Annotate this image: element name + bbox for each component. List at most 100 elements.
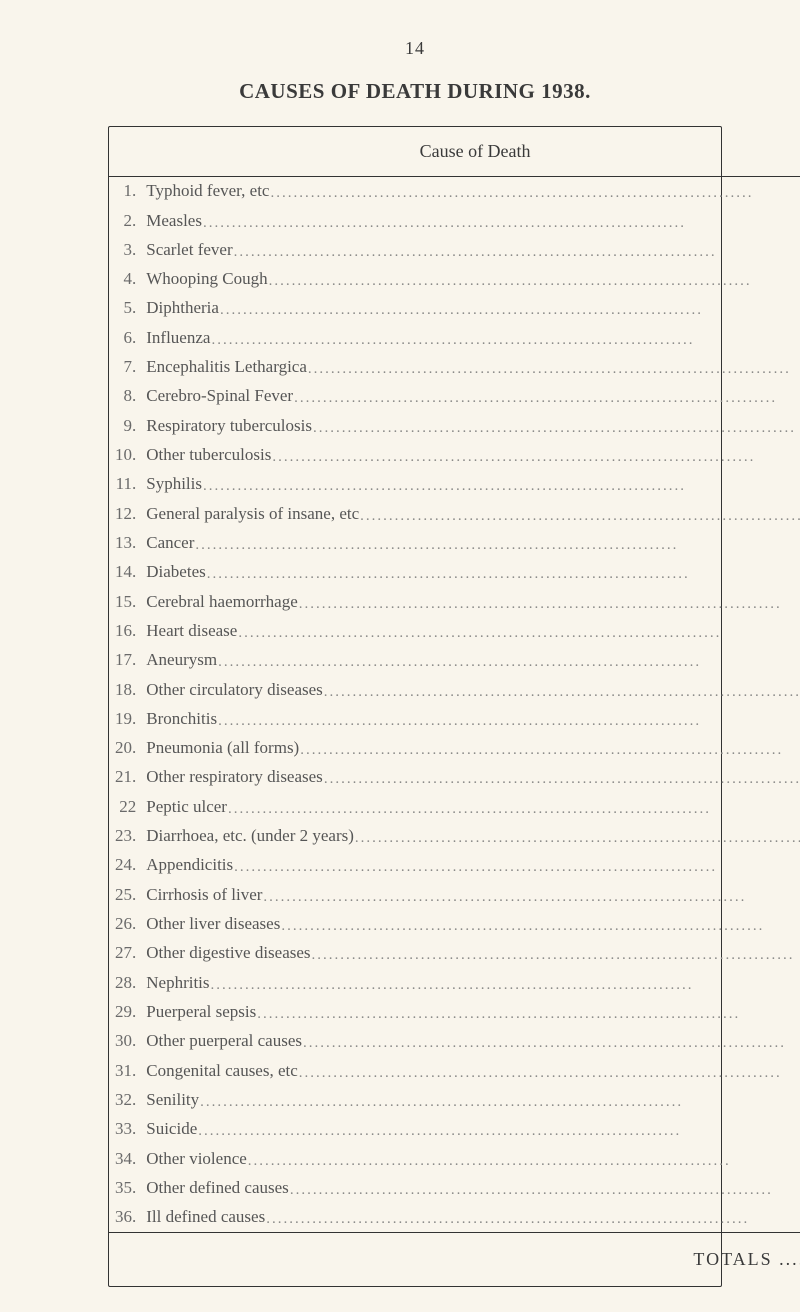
leader-dots: ........................................…	[269, 183, 800, 203]
table-row: 1.Typhoid fever, etc....................…	[109, 177, 800, 207]
leader-dots: ........................................…	[233, 857, 800, 877]
row-cause: Cerebral haemorrhage....................…	[140, 587, 800, 616]
row-number: 9.	[109, 412, 140, 441]
leader-dots: ........................................…	[247, 1151, 800, 1171]
row-cause: Cerebro-Spinal Fever....................…	[140, 382, 800, 411]
leader-dots: ........................................…	[271, 447, 800, 467]
table-row: 24.Appendicitis.........................…	[109, 851, 800, 880]
leader-dots: ........................................…	[256, 1004, 800, 1024]
row-cause: Pneumonia (all forms)...................…	[140, 734, 800, 763]
cause-text: Other tuberculosis	[146, 444, 271, 467]
row-cause: Scarlet fever...........................…	[140, 236, 800, 265]
row-cause: Other defined causes....................…	[140, 1174, 800, 1203]
leader-dots: ........................................…	[299, 740, 800, 760]
row-number: 11.	[109, 470, 140, 499]
cause-text: Senility	[146, 1089, 199, 1112]
table-row: 21.Other respiratory diseases...........…	[109, 763, 800, 792]
row-cause: Measles.................................…	[140, 206, 800, 235]
leader-dots: ........................................…	[311, 945, 800, 965]
cause-text: Encephalitis Lethargica	[146, 356, 307, 379]
leader-dots: ........................................…	[280, 916, 800, 936]
cause-text: Congenital causes, etc	[146, 1060, 298, 1083]
cause-text: Scarlet fever	[146, 239, 232, 262]
table-row: 19.Bronchitis...........................…	[109, 705, 800, 734]
row-cause: Other puerperal causes..................…	[140, 1027, 800, 1056]
row-number: 13.	[109, 529, 140, 558]
table-row: 27.Other digestive diseases.............…	[109, 939, 800, 968]
leader-dots: ........................................…	[202, 476, 800, 496]
leader-dots: ........................................…	[194, 535, 800, 555]
leader-dots: ........................................…	[217, 711, 800, 731]
cause-text: Typhoid fever, etc	[146, 180, 269, 203]
cause-text: Peptic ulcer	[146, 796, 227, 819]
cause-text: Cerebro-Spinal Fever	[146, 385, 293, 408]
cause-text: Whooping Cough	[146, 268, 267, 291]
row-number: 12.	[109, 499, 140, 528]
leader-dots: ........................................…	[217, 652, 800, 672]
leader-dots: ........................................…	[298, 1063, 800, 1083]
row-cause: Encephalitis Lethargica.................…	[140, 353, 800, 382]
leader-dots: ........................................…	[359, 506, 800, 526]
table-row: 29.Puerperal sepsis.....................…	[109, 998, 800, 1027]
leader-dots: ........................................…	[307, 359, 800, 379]
leader-dots: ........................................…	[199, 1092, 800, 1112]
table-row: 18. Other circulatory diseases...........…	[109, 675, 800, 704]
row-number: 15.	[109, 587, 140, 616]
leader-dots: ........................................…	[210, 975, 800, 995]
row-cause: Other tuberculosis......................…	[140, 441, 800, 470]
leader-dots: ........................................…	[293, 388, 800, 408]
table-row: 35.Other defined causes.................…	[109, 1174, 800, 1203]
cause-text: Other defined causes	[146, 1177, 289, 1200]
table-row: 36.Ill defined causes...................…	[109, 1203, 800, 1233]
row-cause: Diarrhoea, etc. (under 2 years).........…	[140, 822, 800, 851]
leader-dots: ........................................…	[233, 242, 800, 262]
table-row: 26.Other liver diseases.................…	[109, 910, 800, 939]
row-number: 28.	[109, 968, 140, 997]
leader-dots: ........................................…	[302, 1033, 800, 1053]
table-row: 4.Whooping Cough........................…	[109, 265, 800, 294]
table-row: 7.Encephalitis Lethargica...............…	[109, 353, 800, 382]
cause-text: Other circulatory diseases	[146, 679, 323, 702]
table-row: 3.Scarlet fever.........................…	[109, 236, 800, 265]
page: 14 CAUSES OF DEATH DURING 1938. Cause of…	[0, 0, 800, 1312]
cause-text: Other liver diseases	[146, 913, 280, 936]
table-row: 16.Heart disease........................…	[109, 617, 800, 646]
row-number: 17.	[109, 646, 140, 675]
row-number: 10.	[109, 441, 140, 470]
table-row: 6.Influenza.............................…	[109, 324, 800, 353]
leader-dots: ........................................…	[323, 682, 800, 702]
row-number: 27.	[109, 939, 140, 968]
row-number: 14.	[109, 558, 140, 587]
cause-text: Respiratory tuberculosis	[146, 415, 312, 438]
row-number: 22	[109, 793, 140, 822]
table-row: 9.Respiratory tuberculosis..............…	[109, 412, 800, 441]
row-cause: Nephritis...............................…	[140, 968, 800, 997]
row-number: 34.	[109, 1144, 140, 1173]
totals-row: TOTALS .... 301 251 552	[109, 1233, 800, 1287]
cause-text: Cancer	[146, 532, 194, 555]
row-cause: Cancer..................................…	[140, 529, 800, 558]
row-cause: Diabetes................................…	[140, 558, 800, 587]
row-number: 3.	[109, 236, 140, 265]
row-cause: Syphilis................................…	[140, 470, 800, 499]
leader-dots: ........................................…	[262, 887, 800, 907]
table-body: 1.Typhoid fever, etc....................…	[109, 177, 800, 1233]
row-cause: Respiratory tuberculosis................…	[140, 412, 800, 441]
row-cause: General paralysis of insane, etc........…	[140, 499, 800, 528]
row-number: 21.	[109, 763, 140, 792]
leader-dots: ........................................…	[237, 623, 800, 643]
table-row: 34.Other violence.......................…	[109, 1144, 800, 1173]
row-cause: Diphtheria..............................…	[140, 294, 800, 323]
row-number: 18.	[109, 675, 140, 704]
leader-dots: ........................................…	[210, 330, 800, 350]
table-row: 8.Cerebro-Spinal Fever..................…	[109, 382, 800, 411]
row-cause: Typhoid fever, etc......................…	[140, 177, 800, 207]
leader-dots: ........................................…	[197, 1121, 800, 1141]
row-cause: Influenza...............................…	[140, 324, 800, 353]
row-cause: Aneurysm................................…	[140, 646, 800, 675]
row-number: 8.	[109, 382, 140, 411]
row-cause: Whooping Cough..........................…	[140, 265, 800, 294]
row-number: 1.	[109, 177, 140, 207]
cause-text: Other puerperal causes	[146, 1030, 302, 1053]
leader-dots: ........................................…	[219, 300, 800, 320]
